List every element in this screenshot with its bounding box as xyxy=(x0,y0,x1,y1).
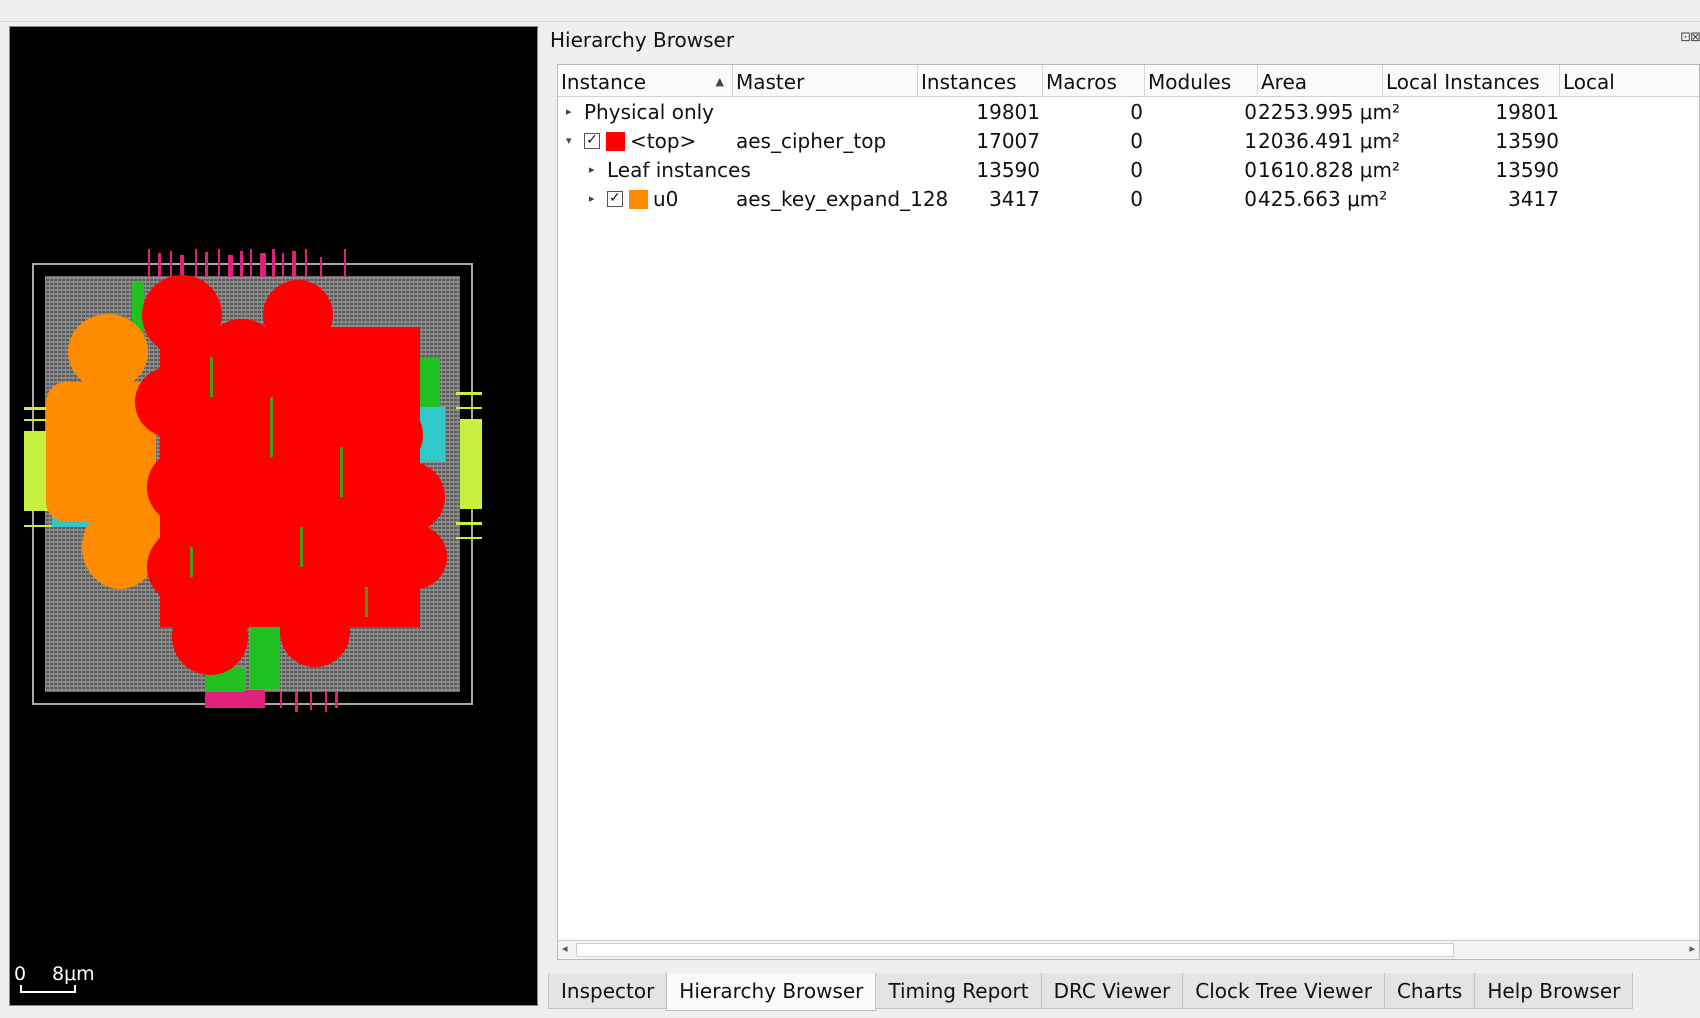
col-header-macros[interactable]: Macros xyxy=(1043,65,1145,97)
instances-value: 17007 xyxy=(976,129,1040,153)
modules-value: 1 xyxy=(1244,129,1257,153)
modules-value: 0 xyxy=(1244,100,1257,124)
local-instances-value: 3417 xyxy=(1508,187,1559,211)
scroll-left-icon[interactable]: ◂ xyxy=(562,942,568,955)
col-header-instance[interactable]: Instance ▲ xyxy=(558,65,733,97)
pins-bottom xyxy=(205,690,338,712)
sort-ascending-icon: ▲ xyxy=(715,75,724,88)
horizontal-scrollbar[interactable]: ◂ ▸ xyxy=(558,940,1699,959)
scale-start-label: 0 xyxy=(14,963,27,985)
area-value: 1610.828 μm² xyxy=(1258,158,1401,182)
scroll-right-icon[interactable]: ▸ xyxy=(1689,942,1695,955)
instances-value: 19801 xyxy=(976,100,1040,124)
hierarchy-tree[interactable]: Instance ▲ Master Instances Macros Modul… xyxy=(557,64,1700,960)
macros-value: 0 xyxy=(1130,129,1143,153)
col-header-area[interactable]: Area xyxy=(1258,65,1383,97)
module-color-swatch[interactable] xyxy=(629,190,648,209)
tree-row-u0[interactable]: ▸ ✓ u0 aes_key_expand_128 3417 0 0 425.6… xyxy=(558,185,1699,214)
modules-value: 0 xyxy=(1244,187,1257,211)
macros-value: 0 xyxy=(1130,158,1143,182)
hierarchy-browser-dock: Hierarchy Browser ⊡⊠ Instance ▲ Master I… xyxy=(540,22,1700,1018)
macros-value: 0 xyxy=(1130,187,1143,211)
expand-caret-icon[interactable]: ▸ xyxy=(589,163,595,176)
col-header-local[interactable]: Local xyxy=(1563,70,1615,94)
tab-inspector[interactable]: Inspector xyxy=(548,973,668,1009)
col-header-modules[interactable]: Modules xyxy=(1145,65,1258,97)
modules-value: 0 xyxy=(1244,158,1257,182)
instance-name: Physical only xyxy=(584,100,715,124)
dock-float-close-icons[interactable]: ⊡⊠ xyxy=(1680,30,1700,45)
module-color-swatch[interactable] xyxy=(606,132,625,151)
scale-end-label: 8μm xyxy=(52,963,95,985)
local-instances-value: 13590 xyxy=(1495,158,1559,182)
master-name: aes_cipher_top xyxy=(736,129,887,153)
tree-rows: ▸ Physical only 19801 0 0 2253.995 μm² 1… xyxy=(558,98,1699,214)
instance-name: <top> xyxy=(630,129,697,153)
visibility-checkbox[interactable]: ✓ xyxy=(584,133,600,149)
tree-row-top[interactable]: ▾ ✓ <top> aes_cipher_top 17007 0 1 2036.… xyxy=(558,127,1699,156)
scrollbar-thumb[interactable] xyxy=(576,943,1454,957)
local-instances-value: 19801 xyxy=(1495,100,1559,124)
tree-header: Instance ▲ Master Instances Macros Modul… xyxy=(558,65,1699,97)
dock-title: Hierarchy Browser xyxy=(550,28,735,52)
top-cells xyxy=(135,275,447,675)
pins-top xyxy=(148,249,346,277)
tab-hierarchy-browser[interactable]: Hierarchy Browser xyxy=(666,973,877,1011)
instances-value: 3417 xyxy=(989,187,1040,211)
tab-charts[interactable]: Charts xyxy=(1383,973,1476,1009)
tab-drc-viewer[interactable]: DRC Viewer xyxy=(1040,973,1184,1009)
col-header-local-instances[interactable]: Local Instances xyxy=(1383,65,1560,97)
scale-bar xyxy=(20,985,76,993)
tab-clock-tree-viewer[interactable]: Clock Tree Viewer xyxy=(1182,973,1385,1009)
dock-tabs: Inspector Hierarchy Browser Timing Repor… xyxy=(548,973,1634,1011)
tree-row-physical-only[interactable]: ▸ Physical only 19801 0 0 2253.995 μm² 1… xyxy=(558,98,1699,127)
instances-value: 13590 xyxy=(976,158,1040,182)
local-instances-value: 13590 xyxy=(1495,129,1559,153)
tree-row-leaf-instances[interactable]: ▸ Leaf instances 13590 0 0 1610.828 μm² … xyxy=(558,156,1699,185)
layout-canvas[interactable] xyxy=(10,27,538,1006)
instance-name: Leaf instances xyxy=(607,158,751,182)
master-name: aes_key_expand_128 xyxy=(736,187,949,211)
visibility-checkbox[interactable]: ✓ xyxy=(607,191,623,207)
collapse-caret-icon[interactable]: ▾ xyxy=(566,134,572,147)
tab-help-browser[interactable]: Help Browser xyxy=(1474,973,1634,1009)
area-value: 2253.995 μm² xyxy=(1258,100,1401,124)
col-header-master[interactable]: Master xyxy=(733,65,918,97)
area-value: 425.663 μm² xyxy=(1258,187,1388,211)
expand-caret-icon[interactable]: ▸ xyxy=(566,105,572,118)
layout-view[interactable]: 0 8μm xyxy=(9,26,538,1006)
col-header-instances[interactable]: Instances xyxy=(918,65,1043,97)
expand-caret-icon[interactable]: ▸ xyxy=(589,192,595,205)
tab-timing-report[interactable]: Timing Report xyxy=(875,973,1042,1009)
macros-value: 0 xyxy=(1130,100,1143,124)
instance-name: u0 xyxy=(653,187,679,211)
area-value: 2036.491 μm² xyxy=(1258,129,1401,153)
pins-right xyxy=(456,392,482,539)
menu-bar-area xyxy=(0,0,1700,22)
